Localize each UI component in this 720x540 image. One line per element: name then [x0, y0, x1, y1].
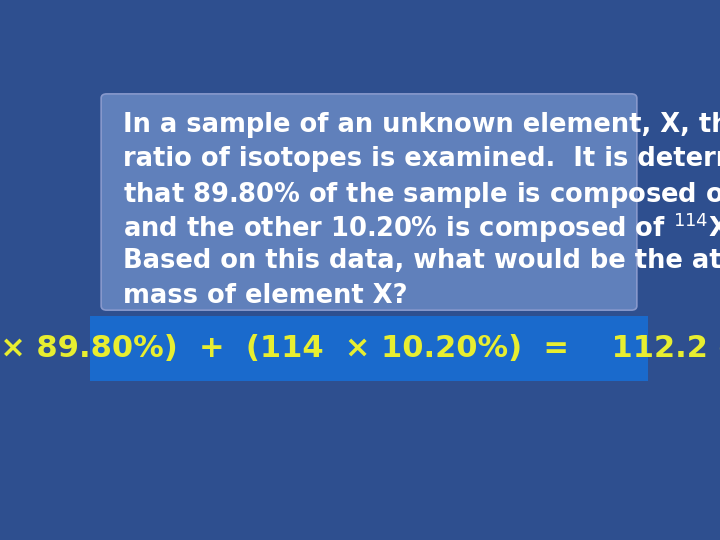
Text: that 89.80% of the sample is composed of $^{112}$X,: that 89.80% of the sample is composed of…: [124, 176, 720, 211]
Text: In a sample of an unknown element, X, the: In a sample of an unknown element, X, th…: [124, 112, 720, 138]
Text: (112 × 89.80%)  +  (114  × 10.20%)  =    112.2 grams: (112 × 89.80%) + (114 × 10.20%) = 112.2 …: [0, 334, 720, 363]
Text: ratio of isotopes is examined.  It is determined: ratio of isotopes is examined. It is det…: [124, 146, 720, 172]
FancyBboxPatch shape: [90, 316, 648, 381]
Text: mass of element X?: mass of element X?: [124, 282, 408, 308]
Text: and the other 10.20% is composed of $^{114}$X.: and the other 10.20% is composed of $^{1…: [124, 210, 720, 245]
Text: Based on this data, what would be the atomic: Based on this data, what would be the at…: [124, 248, 720, 274]
FancyBboxPatch shape: [101, 94, 637, 310]
